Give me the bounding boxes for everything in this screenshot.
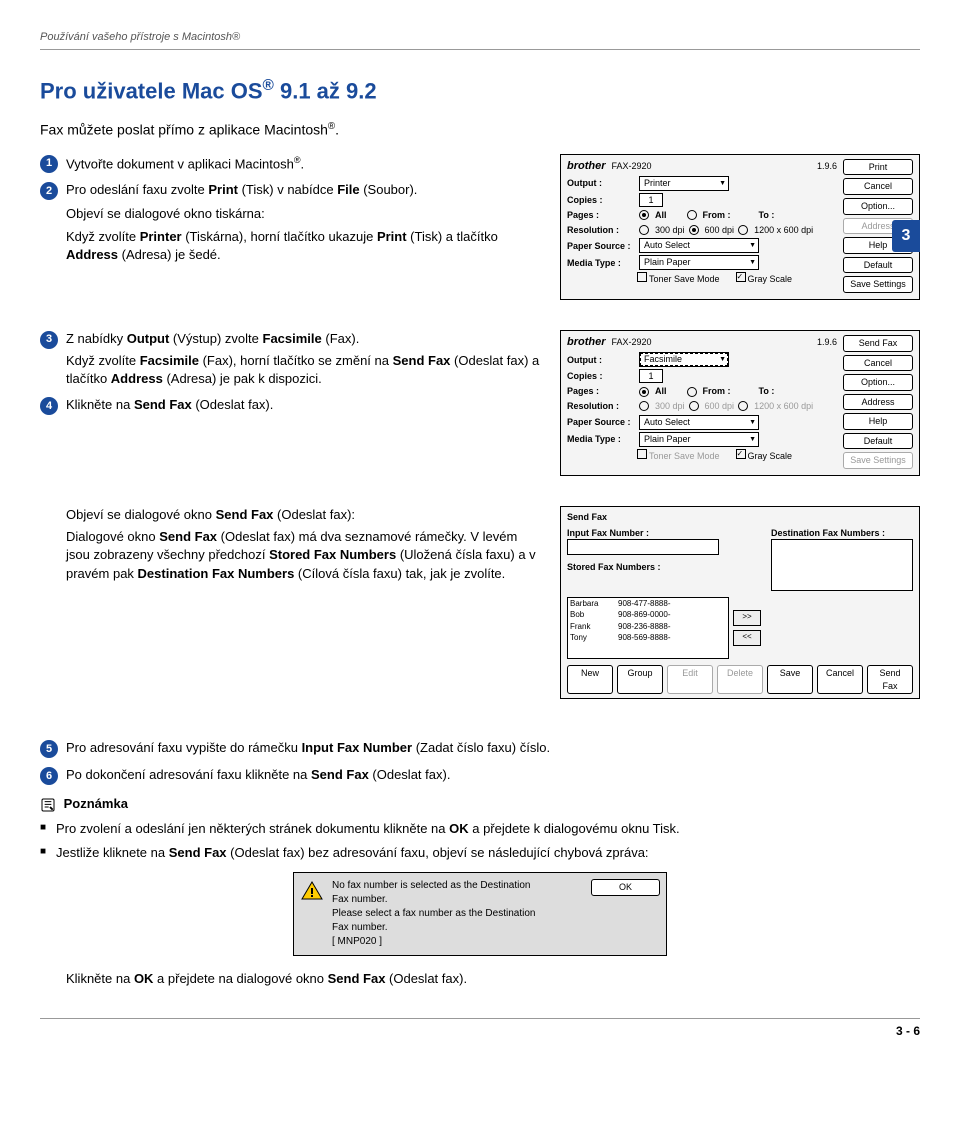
media-select[interactable]: Plain Paper	[639, 255, 759, 270]
destination-list[interactable]	[771, 539, 913, 591]
title-suf: 9.1 až 9.2	[274, 79, 377, 104]
paper-select[interactable]: Auto Select	[639, 415, 759, 430]
cancel-button[interactable]: Cancel	[817, 665, 863, 694]
print-dialog-2: brother FAX-2920 1.9.6 Output :Facsimile…	[560, 330, 920, 476]
new-button[interactable]: New	[567, 665, 613, 694]
brother-logo: brother	[567, 335, 606, 350]
output-select[interactable]: Printer	[639, 176, 729, 191]
default-button[interactable]: Default	[843, 433, 913, 450]
save-button[interactable]: Save	[767, 665, 813, 694]
stored-list[interactable]: Barbara908-477-8888- Bob908-869-0000- Fr…	[567, 597, 729, 659]
copies-input[interactable]: 1	[639, 369, 663, 383]
res-300-radio[interactable]	[639, 225, 649, 235]
step-bullet: 6	[40, 767, 58, 785]
save-settings-button: Save Settings	[843, 452, 913, 469]
step-bullet: 1	[40, 155, 58, 173]
default-button[interactable]: Default	[843, 257, 913, 274]
note-title: Poznámka	[64, 796, 128, 811]
error-dialog: No fax number is selected as the Destina…	[293, 872, 667, 956]
output-select[interactable]: Facsimile	[639, 352, 729, 367]
running-header: Používání vašeho přístroje s Macintosh®	[40, 30, 920, 45]
group-button[interactable]: Group	[617, 665, 663, 694]
delete-button: Delete	[717, 665, 763, 694]
option-button[interactable]: Option...	[843, 374, 913, 391]
pages-from-radio[interactable]	[687, 387, 697, 397]
brother-logo: brother	[567, 159, 606, 174]
gray-checkbox[interactable]	[736, 272, 746, 282]
toner-checkbox[interactable]	[637, 272, 647, 282]
address-button[interactable]: Address	[843, 394, 913, 411]
res-600-radio[interactable]	[689, 225, 699, 235]
page-title: Pro uživatele Mac OS® 9.1 až 9.2	[40, 75, 920, 107]
intro-line: Fax můžete poslat přímo z aplikace Macin…	[40, 120, 920, 140]
header-rule	[40, 49, 920, 50]
warning-icon	[300, 879, 324, 903]
cancel-button[interactable]: Cancel	[843, 355, 913, 372]
send-fax-button[interactable]: Send Fax	[843, 335, 913, 352]
cancel-button[interactable]: Cancel	[843, 178, 913, 195]
final-line: Klikněte na OK a přejdete na dialogové o…	[40, 970, 920, 988]
media-select[interactable]: Plain Paper	[639, 432, 759, 447]
step-bullet: 2	[40, 182, 58, 200]
pages-all-radio[interactable]	[639, 210, 649, 220]
help-button[interactable]: Help	[843, 413, 913, 430]
copies-input[interactable]: 1	[639, 193, 663, 207]
option-button[interactable]: Option...	[843, 198, 913, 215]
note-list: Pro zvolení a odeslání jen některých str…	[40, 820, 920, 862]
step-5: 5 Pro adresování faxu vypište do rámečku…	[40, 739, 920, 758]
pages-from-radio[interactable]	[687, 210, 697, 220]
edit-button: Edit	[667, 665, 713, 694]
paper-select[interactable]: Auto Select	[639, 238, 759, 253]
remove-arrow-button[interactable]: <<	[733, 630, 761, 646]
step-bullet: 3	[40, 331, 58, 349]
add-arrow-button[interactable]: >>	[733, 610, 761, 626]
step-1: 1 Vytvořte dokument v aplikaci Macintosh…	[40, 154, 540, 174]
print-button[interactable]: Print	[843, 159, 913, 176]
step-bullet: 5	[40, 740, 58, 758]
step-3: 3 Z nabídky Output (Výstup) zvolte Facsi…	[40, 330, 540, 389]
dialog-title: Send Fax	[567, 511, 913, 524]
send-fax-dialog: Send Fax Input Fax Number : Stored Fax N…	[560, 506, 920, 699]
title-pre: Pro uživatele Mac OS	[40, 79, 263, 104]
ok-button[interactable]: OK	[591, 879, 660, 896]
step-6: 6 Po dokončení adresování faxu klikněte …	[40, 766, 920, 785]
input-fax-number[interactable]	[567, 539, 719, 555]
note-icon	[40, 797, 56, 813]
step-4: 4 Klikněte na Send Fax (Odeslat fax).	[40, 396, 540, 415]
pages-all-radio[interactable]	[639, 387, 649, 397]
save-settings-button[interactable]: Save Settings	[843, 276, 913, 293]
send-fax-button[interactable]: Send Fax	[867, 665, 913, 694]
page-footer: 3 - 6	[40, 1018, 920, 1040]
step-bullet: 4	[40, 397, 58, 415]
gray-checkbox[interactable]	[736, 449, 746, 459]
print-dialog-1: brother FAX-2920 1.9.6 Output :Printer C…	[560, 154, 920, 300]
step-2: 2 Pro odeslání faxu zvolte Print (Tisk) …	[40, 181, 540, 264]
res-1200-radio[interactable]	[738, 225, 748, 235]
chapter-tab: 3	[892, 220, 920, 252]
